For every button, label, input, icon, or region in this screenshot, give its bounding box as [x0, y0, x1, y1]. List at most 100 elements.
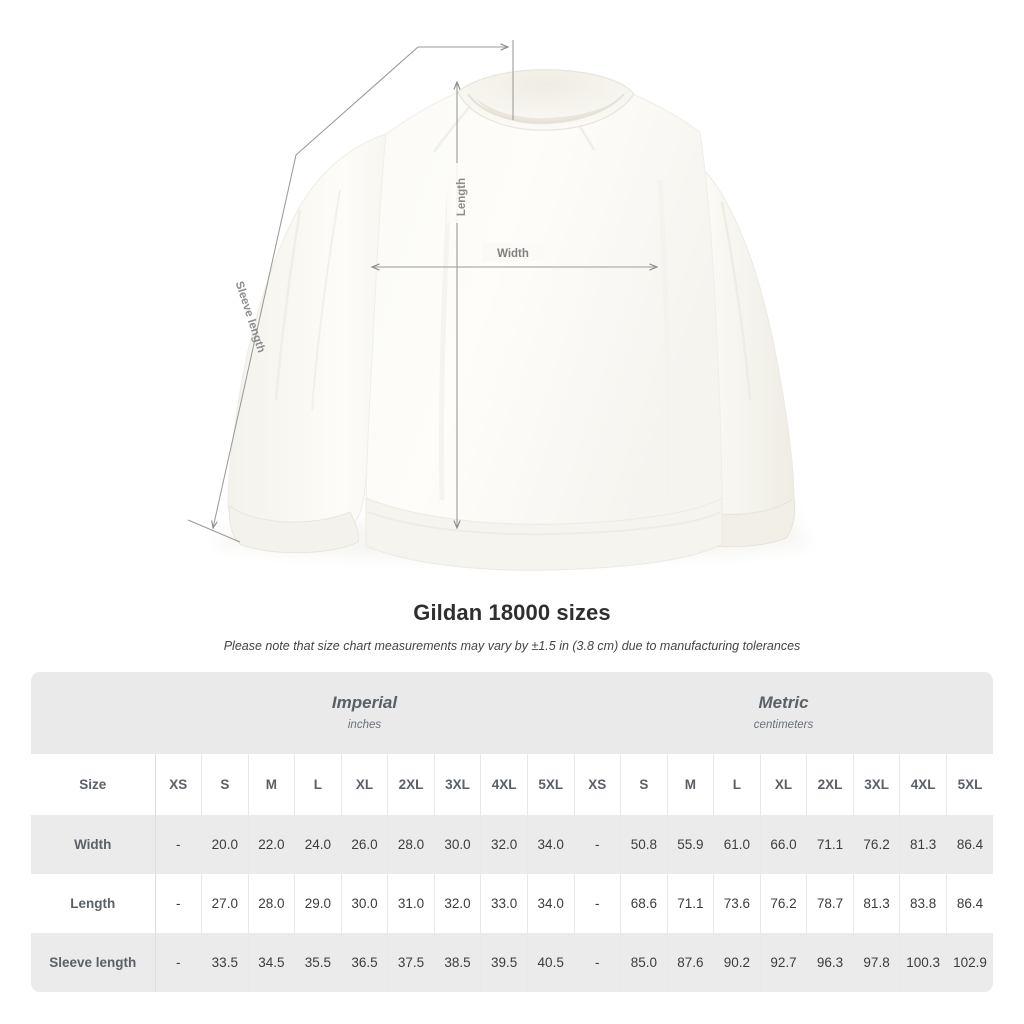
size-header-imperial-m: M [248, 754, 296, 815]
width-label: Width [497, 248, 529, 260]
cell-metric: 87.6 [667, 933, 715, 992]
cell-imperial: 35.5 [294, 933, 342, 992]
garment-illustration: Length Width Sleeve length [187, 40, 812, 571]
size-header-imperial-l: L [294, 754, 342, 815]
cell-imperial: 29.0 [294, 874, 342, 933]
size-header-imperial-xs: XS [155, 754, 203, 815]
cell-metric: 97.8 [853, 933, 901, 992]
cell-imperial: 34.5 [248, 933, 296, 992]
size-header-imperial-3xl: 3XL [434, 754, 482, 815]
cell-metric: 86.4 [946, 815, 994, 874]
cell-imperial: 27.0 [201, 874, 249, 933]
size-header-imperial-s: S [201, 754, 249, 815]
size-header-metric-3xl: 3XL [853, 754, 901, 815]
cell-metric: 96.3 [806, 933, 854, 992]
cell-imperial: - [155, 815, 203, 874]
row-label-sleeve-length: Sleeve length [31, 933, 156, 992]
cell-imperial: 32.0 [434, 874, 482, 933]
measurement-annotations [187, 40, 657, 543]
sweatshirt-diagram: Length Width Sleeve length [187, 40, 812, 571]
unit-header-row: Imperial inches Metric centimeters [31, 672, 994, 754]
cell-metric: - [574, 933, 622, 992]
size-chart-table-wrapper: Imperial inches Metric centimeters Size XS S M L… [31, 672, 994, 992]
cell-imperial: 28.0 [387, 815, 435, 874]
cell-metric: 55.9 [667, 815, 715, 874]
cell-imperial: 26.0 [341, 815, 389, 874]
size-header-imperial-2xl: 2XL [387, 754, 435, 815]
cell-metric: 81.3 [899, 815, 947, 874]
row-label-width: Width [31, 815, 156, 874]
cell-metric: 78.7 [806, 874, 854, 933]
size-header-metric-m: M [667, 754, 715, 815]
size-header-metric-s: S [620, 754, 668, 815]
cell-metric: 81.3 [853, 874, 901, 933]
cell-imperial: 24.0 [294, 815, 342, 874]
cell-imperial: 28.0 [248, 874, 296, 933]
unit-header-spacer [31, 672, 155, 754]
cell-metric: 71.1 [667, 874, 715, 933]
size-header-metric-4xl: 4XL [899, 754, 947, 815]
cell-imperial: 40.5 [527, 933, 575, 992]
unit-sub-imperial: inches [347, 719, 382, 731]
cell-imperial: 33.5 [201, 933, 249, 992]
cell-imperial: 37.5 [387, 933, 435, 992]
garment-body [365, 91, 723, 571]
table-row: Sleeve length -33.5 34.5 35.5 36.5 37.5 38.5 39… [31, 933, 994, 992]
size-header-label: Size [31, 754, 156, 815]
table-row: Width -20.0 22.0 24.0 26.0 28.0 30.0 32.0 34.0-5… [31, 815, 994, 874]
page-title: Gildan 18000 sizes [413, 600, 611, 625]
size-header-metric-5xl: 5XL [946, 754, 994, 815]
size-header-metric-xs: XS [574, 754, 622, 815]
cell-metric: 61.0 [713, 815, 761, 874]
cell-imperial: 33.0 [480, 874, 528, 933]
unit-header-metric: Metric centimeters [574, 672, 994, 754]
cell-metric: - [574, 874, 622, 933]
cell-metric: 73.6 [713, 874, 761, 933]
collar [457, 69, 635, 131]
cell-imperial: 30.0 [434, 815, 482, 874]
size-header-row: Size XS S M L XL 2XL 3XL 4XL 5XL XS S M L XL 2XL 3XL 4XL 5… [31, 754, 994, 815]
cell-metric: 83.8 [899, 874, 947, 933]
title-block: Gildan 18000 sizes Please note that size… [0, 598, 1024, 657]
cell-imperial: 38.5 [434, 933, 482, 992]
cell-metric: 76.2 [853, 815, 901, 874]
cell-imperial: 36.5 [341, 933, 389, 992]
cell-imperial: 30.0 [341, 874, 389, 933]
size-header-metric-2xl: 2XL [806, 754, 854, 815]
page-subtitle: Please note that size chart measurements… [223, 639, 801, 653]
row-label-length: Length [31, 874, 156, 933]
cell-imperial: 34.0 [527, 815, 575, 874]
size-header-metric-l: L [713, 754, 761, 815]
cell-imperial: 39.5 [480, 933, 528, 992]
size-header-imperial-5xl: 5XL [527, 754, 575, 815]
cell-metric: 66.0 [760, 815, 808, 874]
cell-metric: 100.3 [899, 933, 947, 992]
cell-metric: 92.7 [760, 933, 808, 992]
cell-imperial: 31.0 [387, 874, 435, 933]
cell-metric: 86.4 [946, 874, 994, 933]
cell-metric: 76.2 [760, 874, 808, 933]
cell-metric: 68.6 [620, 874, 668, 933]
sleeve-length-end-tick [187, 519, 241, 543]
cell-imperial: 34.0 [527, 874, 575, 933]
table-row: Length -27.0 28.0 29.0 30.0 31.0 32.0 33.0 34.0-… [31, 874, 994, 933]
cell-metric: 102.9 [946, 933, 994, 992]
sleeve-length-line [213, 46, 419, 528]
cell-metric: 90.2 [713, 933, 761, 992]
cell-imperial: 22.0 [248, 815, 296, 874]
cell-imperial: 20.0 [201, 815, 249, 874]
size-chart-table: Imperial inches Metric centimeters Size XS S M L… [31, 672, 994, 992]
unit-header-imperial: Imperial inches [155, 672, 575, 754]
cell-imperial: 32.0 [480, 815, 528, 874]
cell-metric: - [574, 815, 622, 874]
unit-name-metric: Metric [758, 693, 809, 712]
size-header-imperial-4xl: 4XL [480, 754, 528, 815]
unit-sub-metric: centimeters [753, 719, 814, 731]
cell-metric: 71.1 [806, 815, 854, 874]
cell-metric: 50.8 [620, 815, 668, 874]
size-header-metric-xl: XL [760, 754, 808, 815]
size-header-imperial-xl: XL [341, 754, 389, 815]
cell-imperial: - [155, 933, 203, 992]
cell-metric: 85.0 [620, 933, 668, 992]
unit-name-imperial: Imperial [331, 693, 398, 712]
